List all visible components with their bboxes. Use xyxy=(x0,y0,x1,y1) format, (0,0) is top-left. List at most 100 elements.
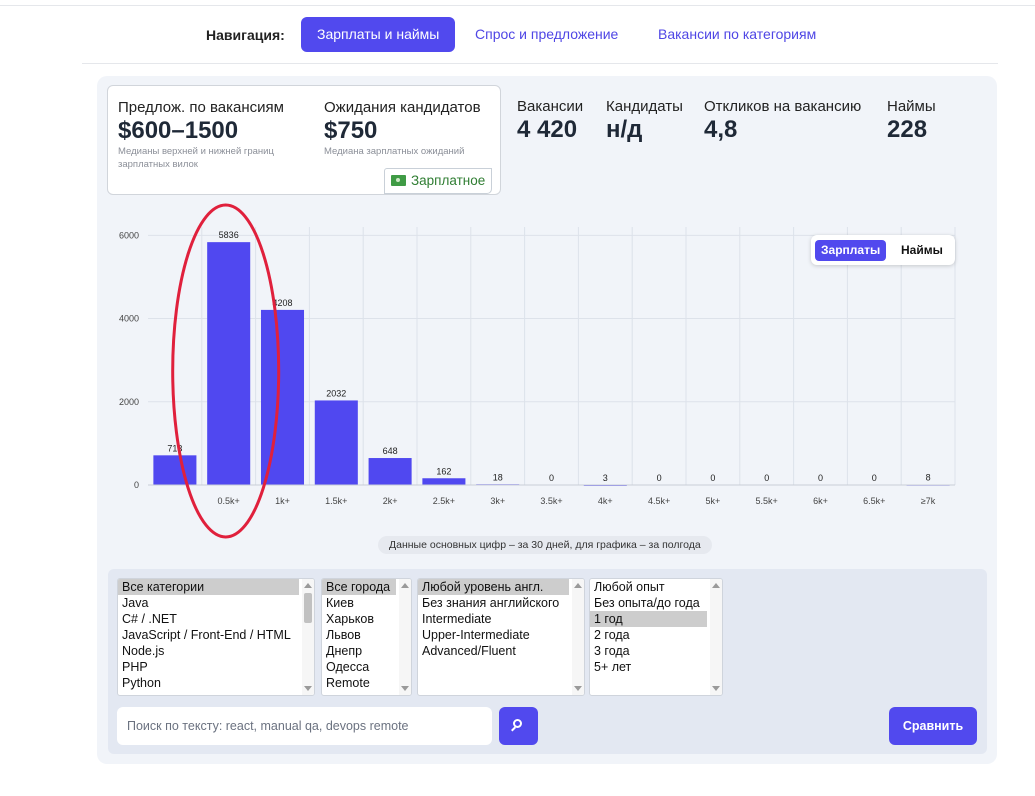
listbox-option[interactable]: Node.js xyxy=(122,644,165,658)
listbox-option[interactable]: Все города xyxy=(322,579,396,595)
x-tick-label: 4k+ xyxy=(598,496,613,506)
salary-tag-label: Зарплатное xyxy=(411,173,486,188)
vacancies-value: 4 420 xyxy=(517,116,578,143)
y-tick-label: 0 xyxy=(134,480,139,490)
bar-value-label: 3 xyxy=(603,473,608,483)
responses-value: 4,8 xyxy=(704,116,738,143)
listbox-option[interactable]: Любой уровень англ. xyxy=(418,579,569,595)
histogram-bar xyxy=(153,455,197,485)
y-tick-label: 2000 xyxy=(119,397,139,407)
listbox-option[interactable]: PHP xyxy=(122,660,148,674)
nav-divider xyxy=(82,63,998,64)
bar-value-label: 713 xyxy=(167,443,182,453)
x-tick-label: 6k+ xyxy=(813,496,828,506)
offer-value: $600–1500 xyxy=(118,117,239,144)
candidates-value: н/д xyxy=(606,116,643,143)
bar-value-label: 2032 xyxy=(326,388,346,398)
experience-scrollbar[interactable] xyxy=(710,579,722,695)
scroll-thumb[interactable] xyxy=(304,593,312,623)
expect-label: Ожидания кандидатов xyxy=(324,99,481,116)
bar-value-label: 0 xyxy=(549,473,554,483)
nav-salaries-hires[interactable]: Зарплаты и наймы xyxy=(301,17,456,52)
search-icon xyxy=(513,719,522,728)
x-tick-label: 3.5k+ xyxy=(540,496,562,506)
listbox-option[interactable]: Java xyxy=(122,596,149,610)
offer-note: Медианы верхней и нижней границ зарплатн… xyxy=(118,146,274,170)
chart-mode-toggle: Зарплаты Наймы xyxy=(811,235,955,265)
search-icon-handle xyxy=(511,726,516,732)
x-tick-label: 2k+ xyxy=(383,496,398,506)
scroll-up-icon[interactable] xyxy=(574,583,582,588)
bar-value-label: 5836 xyxy=(219,230,239,240)
listbox-option[interactable]: 5+ лет xyxy=(594,660,632,674)
listbox-option[interactable]: JavaScript / Front-End / HTML xyxy=(122,628,291,642)
y-tick-label: 6000 xyxy=(119,230,139,240)
highlight-ellipse xyxy=(171,203,281,539)
scroll-down-icon[interactable] xyxy=(712,686,720,691)
search-input[interactable] xyxy=(117,707,492,745)
listbox-option[interactable]: Python xyxy=(122,676,161,690)
responses-label: Откликов на вакансию xyxy=(704,98,862,115)
scroll-down-icon[interactable] xyxy=(401,686,409,691)
vacancies-label: Вакансии xyxy=(517,98,584,115)
bar-value-label: 0 xyxy=(818,473,823,483)
candidates-label: Кандидаты xyxy=(606,98,683,115)
x-tick-label: 3k+ xyxy=(490,496,505,506)
listbox-option[interactable]: Одесса xyxy=(326,660,370,674)
listbox-option[interactable]: 3 года xyxy=(594,644,630,658)
expect-value: $750 xyxy=(324,117,378,144)
nav-vacancies-by-category[interactable]: Вакансии по категориям xyxy=(658,26,817,42)
listbox-option[interactable]: Intermediate xyxy=(422,612,492,626)
listbox-option[interactable]: Харьков xyxy=(326,612,374,626)
city-listbox[interactable]: Все города Киев Харьков Львов Днепр Одесса Rem… xyxy=(321,578,412,696)
toggle-hires[interactable]: Наймы xyxy=(901,243,943,257)
listbox-option[interactable]: C# / .NET xyxy=(122,612,177,626)
navigation-bar: Навигация: Зарплаты и наймы Спрос и пред… xyxy=(0,17,1035,53)
bar-value-label: 0 xyxy=(657,473,662,483)
histogram-bar xyxy=(207,242,251,485)
scroll-up-icon[interactable] xyxy=(304,583,312,588)
bar-value-label: 0 xyxy=(710,473,715,483)
compare-button[interactable]: Сравнить xyxy=(889,707,977,745)
histogram-bar xyxy=(368,458,412,485)
listbox-option[interactable]: Львов xyxy=(326,628,361,642)
scroll-down-icon[interactable] xyxy=(574,686,582,691)
listbox-option[interactable]: Все категории xyxy=(118,579,299,595)
x-tick-label: ≥7k xyxy=(921,496,936,506)
listbox-option[interactable]: Remote xyxy=(326,676,370,690)
listbox-option[interactable]: Киев xyxy=(326,596,354,610)
bar-value-label: 8 xyxy=(926,473,931,483)
listbox-option[interactable]: 1 год xyxy=(590,611,707,627)
listbox-option[interactable]: 2 года xyxy=(594,628,630,642)
search-button[interactable] xyxy=(499,707,538,745)
english-listbox[interactable]: Любой уровень англ. Без знания английског… xyxy=(417,578,585,696)
salary-tag[interactable]: Зарплатное xyxy=(384,168,493,194)
category-listbox[interactable]: Все категории Java C# / .NET JavaScript / F… xyxy=(117,578,315,696)
listbox-option[interactable]: Advanced/Fluent xyxy=(422,644,516,658)
listbox-option[interactable]: Любой опыт xyxy=(594,580,665,594)
toggle-salaries[interactable]: Зарплаты xyxy=(815,240,887,261)
histogram-bar xyxy=(422,478,466,485)
expect-note: Медиана зарплатных ожиданий xyxy=(324,146,465,157)
listbox-option[interactable]: Без опыта/до года xyxy=(594,596,700,610)
listbox-option[interactable]: Без знания английского xyxy=(422,596,560,610)
scroll-down-icon[interactable] xyxy=(304,686,312,691)
scroll-up-icon[interactable] xyxy=(401,583,409,588)
data-footnote: Данные основных цифр – за 30 дней, для г… xyxy=(378,536,712,554)
filters-panel: Все категории Java C# / .NET JavaScript / F… xyxy=(108,569,987,754)
salary-card: Предлож. по вакансиям $600–1500 Медианы … xyxy=(107,85,501,195)
listbox-option[interactable]: Днепр xyxy=(326,644,363,658)
category-scrollbar[interactable] xyxy=(302,579,314,695)
bar-value-label: 4208 xyxy=(272,298,292,308)
x-tick-label: 0.5k+ xyxy=(218,496,240,506)
bar-value-label: 648 xyxy=(383,446,398,456)
english-scrollbar[interactable] xyxy=(572,579,584,695)
nav-supply-demand[interactable]: Спрос и предложение xyxy=(475,26,619,42)
experience-listbox[interactable]: Любой опыт Без опыта/до года 1 год 2 года 3 … xyxy=(589,578,723,696)
scroll-up-icon[interactable] xyxy=(712,583,720,588)
city-scrollbar[interactable] xyxy=(399,579,411,695)
listbox-option[interactable]: Upper-Intermediate xyxy=(422,628,530,642)
x-tick-label: 2.5k+ xyxy=(433,496,455,506)
bar-value-label: 18 xyxy=(493,472,503,482)
